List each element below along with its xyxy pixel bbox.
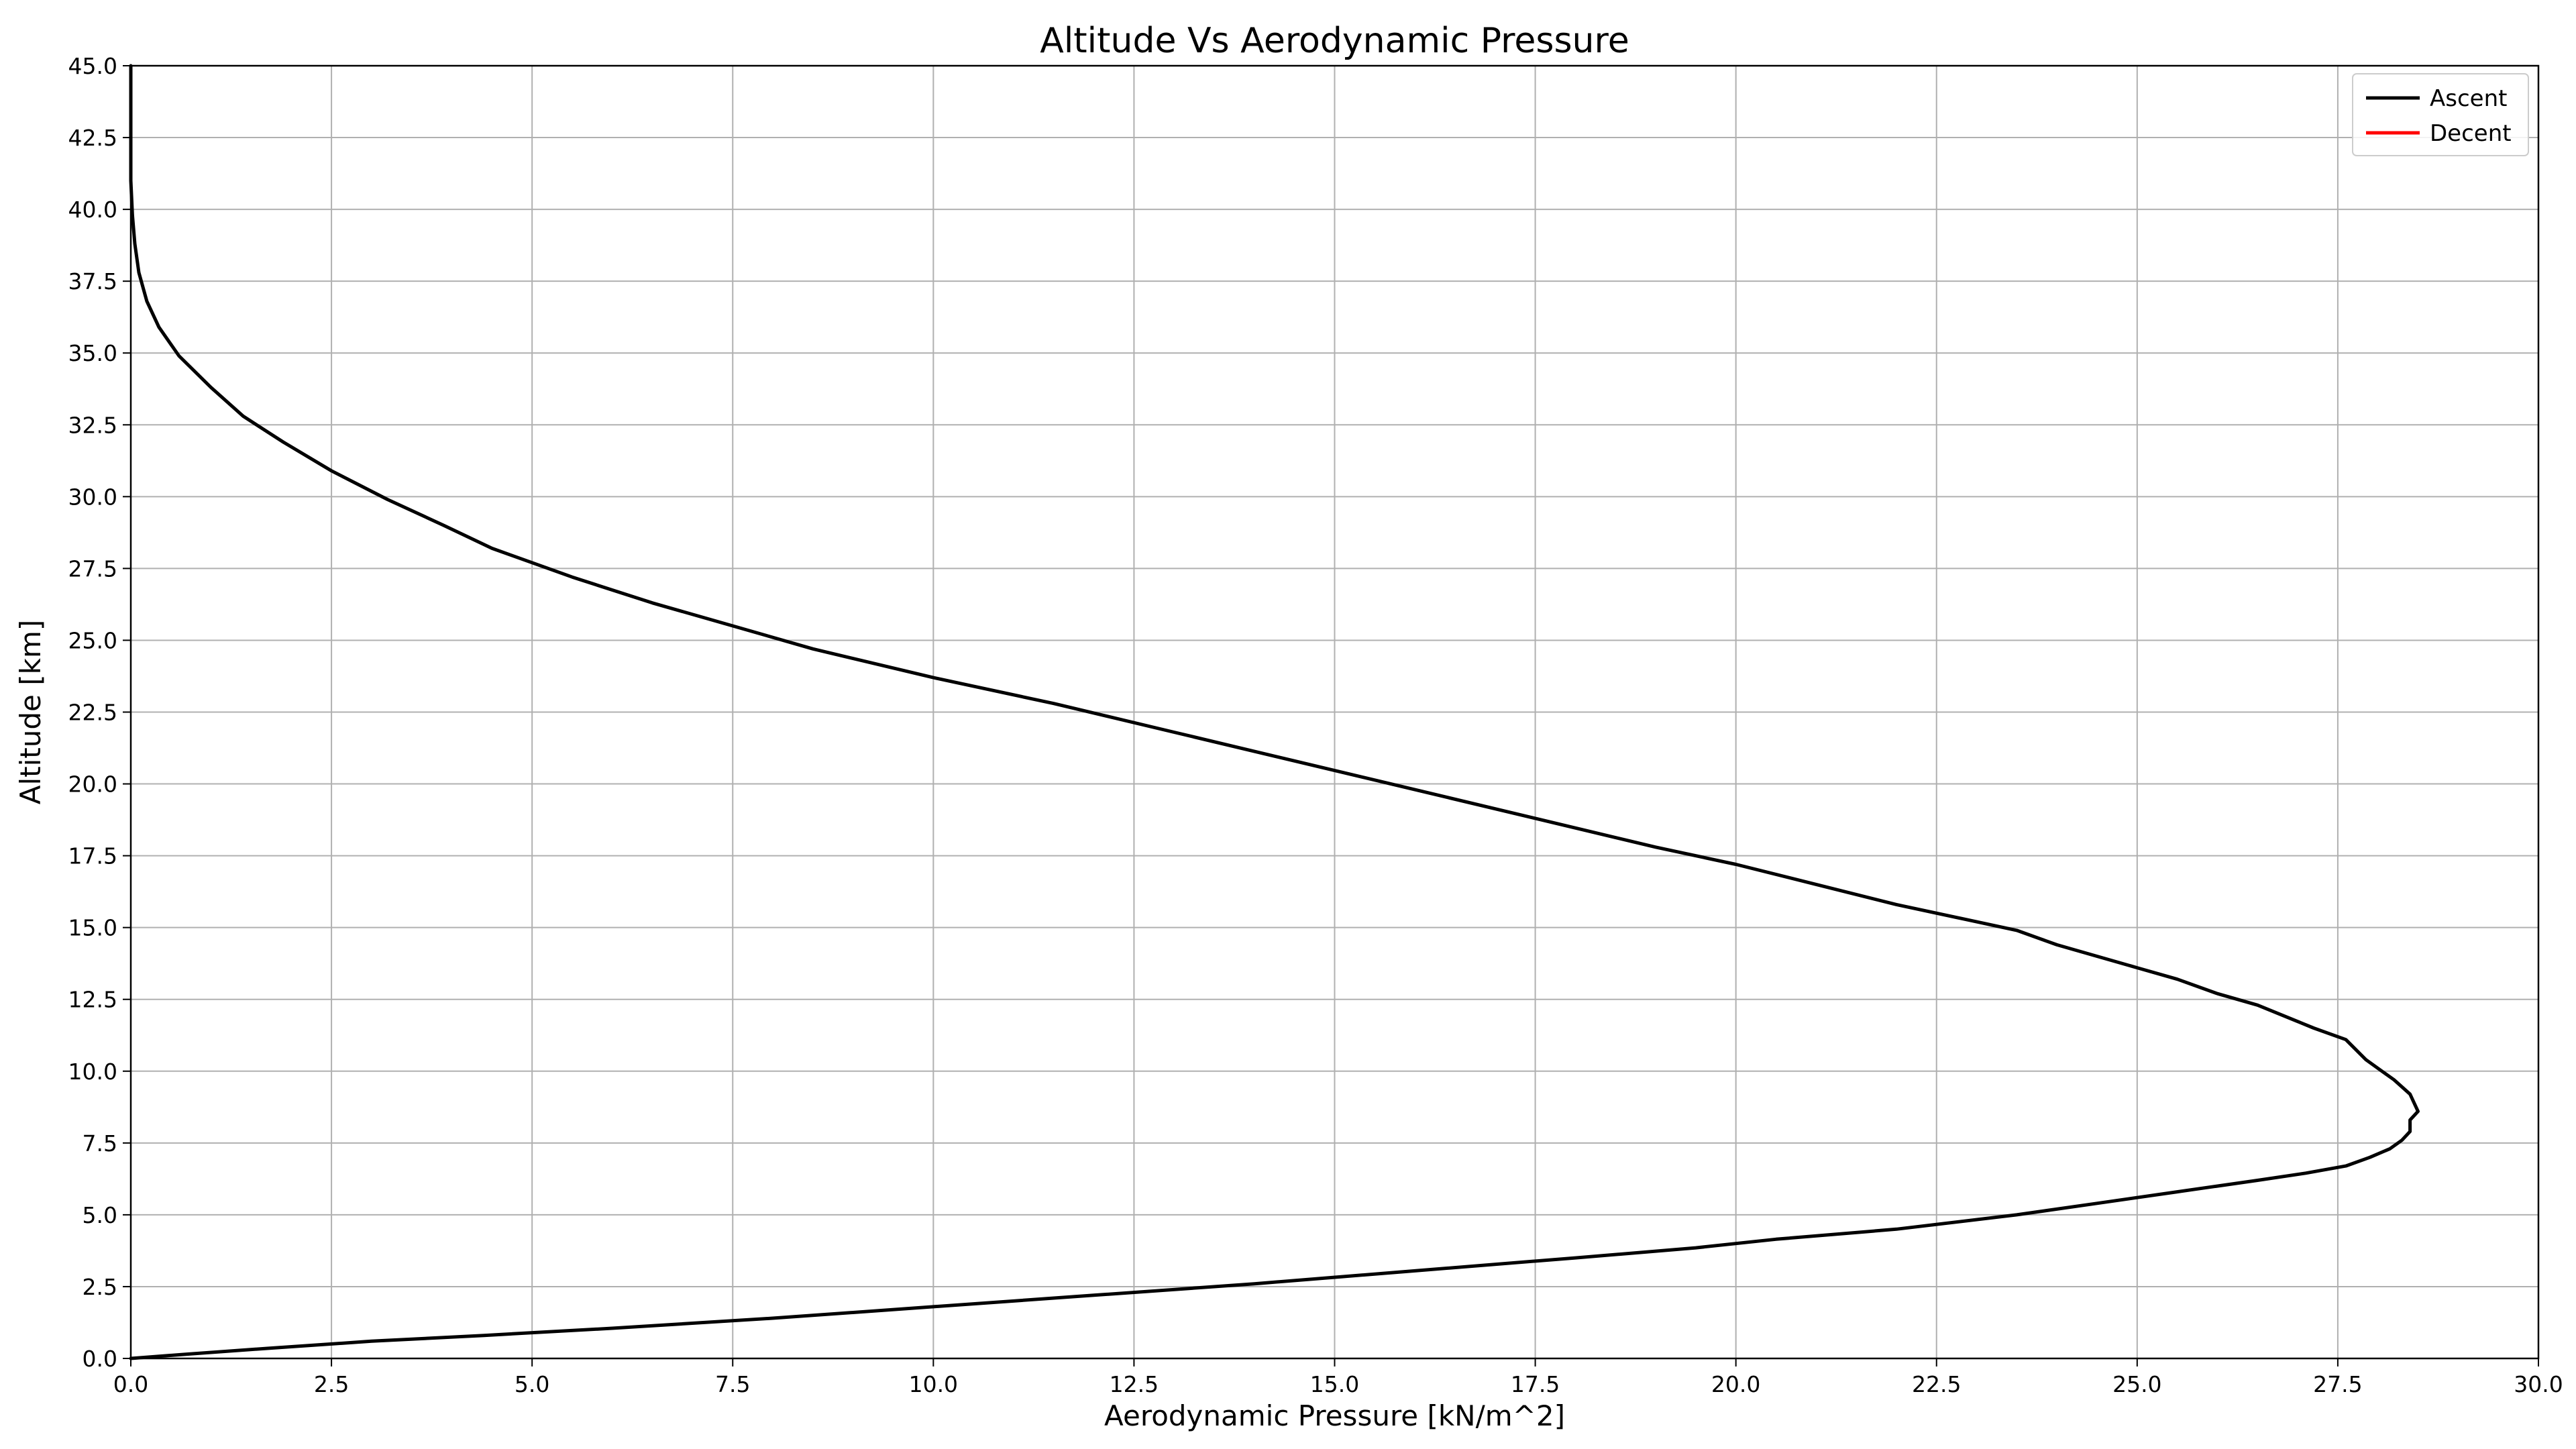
y-tick-label: 15.0	[68, 915, 117, 941]
y-tick-label: 22.5	[68, 700, 117, 726]
x-axis-ticks: 0.0 2.5 5.0 7.5 10.0 12.5 15.0 17.5 20.0 22.5 25.0…	[113, 1358, 2563, 1397]
y-tick-label: 17.5	[68, 843, 117, 869]
x-tick-label: 2.5	[314, 1371, 349, 1397]
x-tick-label: 0.0	[113, 1371, 148, 1397]
x-tick-label: 22.5	[1912, 1371, 1961, 1397]
chart-title: Altitude Vs Aerodynamic Pressure	[1040, 21, 1629, 61]
y-tick-label: 12.5	[68, 987, 117, 1013]
x-axis-label: Aerodynamic Pressure [kN/m^2]	[1104, 1399, 1565, 1432]
x-tick-label: 17.5	[1511, 1371, 1560, 1397]
y-tick-label: 27.5	[68, 555, 117, 582]
y-tick-label: 45.0	[68, 53, 117, 79]
y-tick-label: 37.5	[68, 268, 117, 294]
x-tick-label: 20.0	[1711, 1371, 1760, 1397]
y-tick-label: 5.0	[83, 1202, 117, 1228]
y-tick-label: 25.0	[68, 627, 117, 653]
y-tick-label: 40.0	[68, 197, 117, 223]
y-tick-label: 30.0	[68, 484, 117, 510]
x-tick-label: 15.0	[1310, 1371, 1359, 1397]
y-tick-label: 2.5	[83, 1274, 117, 1300]
series-line-ascent	[129, 64, 2420, 1360]
x-tick-label: 10.0	[909, 1371, 958, 1397]
y-tick-label: 10.0	[68, 1059, 117, 1085]
y-tick-label: 32.5	[68, 412, 117, 438]
legend: Ascent Decent	[2352, 73, 2529, 156]
plot-frame	[129, 64, 2540, 1360]
x-tick-label: 7.5	[715, 1371, 750, 1397]
legend-label-ascent: Ascent	[2430, 85, 2507, 112]
x-tick-label: 25.0	[2112, 1371, 2161, 1397]
y-axis-label: Altitude [km]	[14, 620, 47, 804]
y-tick-label: 35.0	[68, 340, 117, 366]
y-axis-ticks: 0.0 2.5 5.0 7.5 10.0 12.5 15.0 17.5 20.0 22.5 25.0…	[68, 53, 131, 1372]
x-tick-label: 12.5	[1110, 1371, 1159, 1397]
y-tick-label: 42.5	[68, 125, 117, 151]
x-tick-label: 27.5	[2313, 1371, 2362, 1397]
legend-label-decent: Decent	[2430, 120, 2512, 147]
x-tick-label: 5.0	[515, 1371, 549, 1397]
y-tick-label: 0.0	[83, 1346, 117, 1372]
x-tick-label: 30.0	[2514, 1371, 2563, 1397]
y-tick-label: 20.0	[68, 771, 117, 798]
legend-box	[2352, 73, 2529, 156]
y-tick-label: 7.5	[83, 1130, 117, 1157]
plot-series	[129, 64, 2420, 1360]
